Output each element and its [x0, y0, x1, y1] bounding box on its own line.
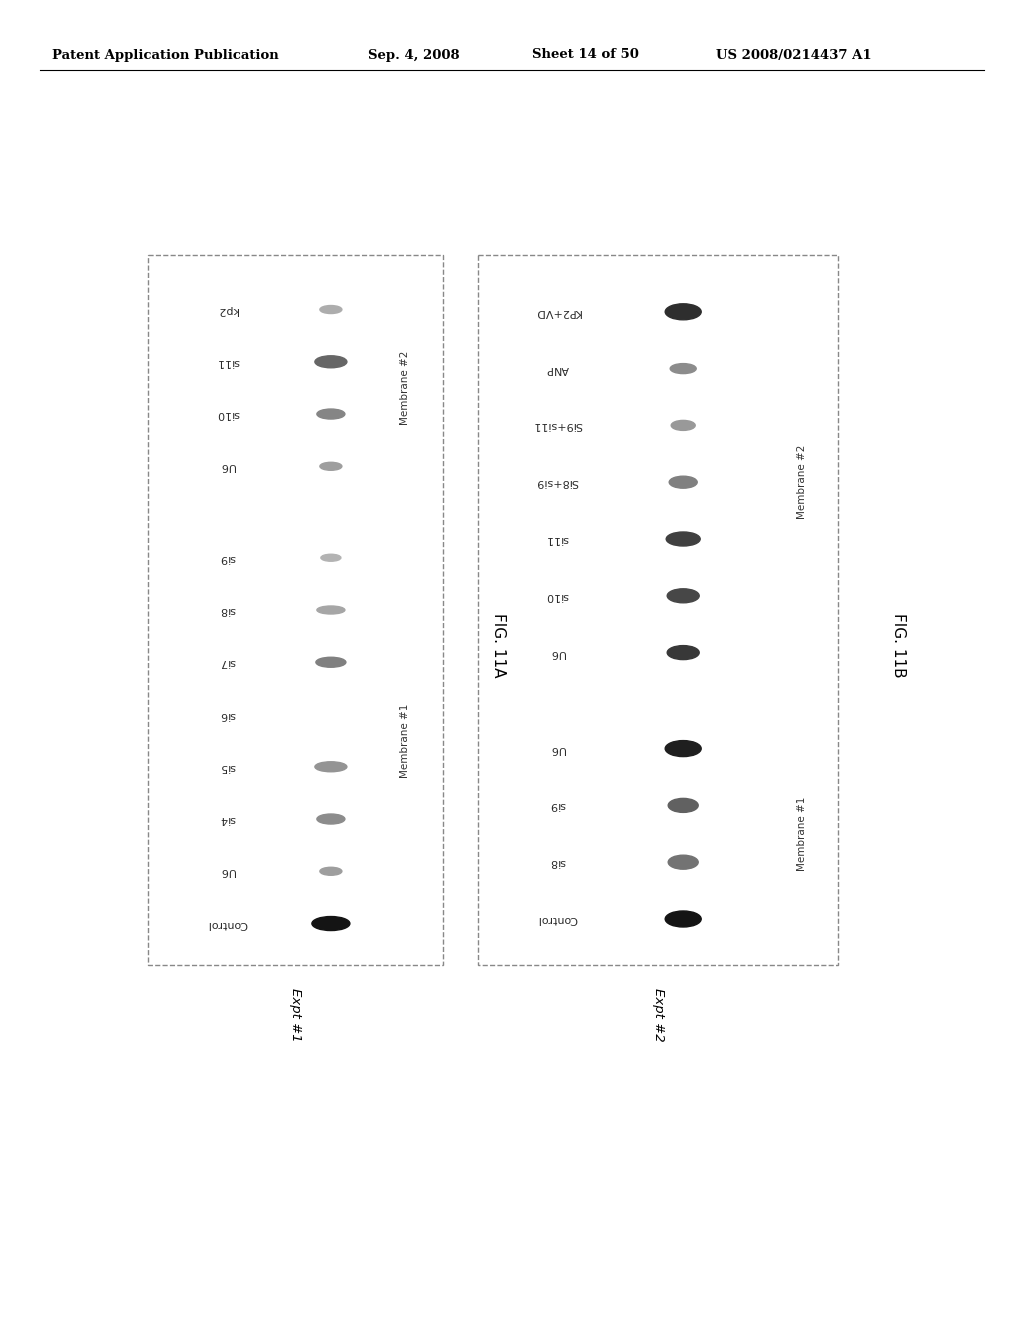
Text: US 2008/0214437 A1: US 2008/0214437 A1 — [716, 49, 871, 62]
Text: Sep. 4, 2008: Sep. 4, 2008 — [368, 49, 460, 62]
Text: si4: si4 — [220, 814, 236, 824]
Bar — [148, 255, 443, 965]
Ellipse shape — [319, 305, 342, 314]
Text: FIG. 11A: FIG. 11A — [490, 614, 506, 677]
Text: U6: U6 — [220, 461, 236, 471]
Text: Si8+si9: Si8+si9 — [536, 478, 579, 487]
Text: si11: si11 — [216, 356, 239, 367]
Ellipse shape — [319, 867, 342, 875]
Ellipse shape — [668, 645, 699, 660]
Text: kp2: kp2 — [217, 305, 238, 314]
Text: si10: si10 — [216, 409, 239, 418]
Text: Membrane #2: Membrane #2 — [797, 445, 807, 519]
Ellipse shape — [315, 657, 346, 667]
Ellipse shape — [312, 916, 350, 931]
Text: Patent Application Publication: Patent Application Publication — [52, 49, 279, 62]
Ellipse shape — [316, 409, 345, 418]
Text: Si9+si11: Si9+si11 — [532, 420, 582, 430]
Text: si9: si9 — [220, 553, 236, 562]
Text: si11: si11 — [546, 535, 568, 544]
Ellipse shape — [316, 814, 345, 824]
Text: ANP: ANP — [546, 363, 568, 374]
Ellipse shape — [669, 855, 698, 869]
Text: U6: U6 — [220, 866, 236, 876]
Text: Control: Control — [537, 913, 578, 924]
Text: Sheet 14 of 50: Sheet 14 of 50 — [532, 49, 639, 62]
Ellipse shape — [316, 606, 345, 614]
Text: si10: si10 — [546, 591, 568, 601]
Text: si5: si5 — [220, 762, 236, 772]
Ellipse shape — [667, 532, 700, 546]
Text: si7: si7 — [220, 657, 236, 667]
Text: Control: Control — [208, 919, 248, 928]
Ellipse shape — [668, 589, 699, 603]
Ellipse shape — [666, 911, 701, 927]
Text: Expt #2: Expt #2 — [651, 989, 665, 1041]
Ellipse shape — [669, 799, 698, 812]
Ellipse shape — [670, 363, 696, 374]
Text: si6: si6 — [220, 710, 236, 719]
Ellipse shape — [315, 356, 347, 368]
Text: Membrane #1: Membrane #1 — [797, 796, 807, 871]
Ellipse shape — [319, 462, 342, 470]
Text: Expt #1: Expt #1 — [289, 989, 302, 1041]
Ellipse shape — [666, 304, 701, 319]
Text: Membrane #1: Membrane #1 — [399, 704, 410, 777]
Text: U6: U6 — [550, 743, 565, 754]
Ellipse shape — [670, 477, 697, 488]
Ellipse shape — [315, 762, 347, 772]
Ellipse shape — [671, 420, 695, 430]
Text: si8: si8 — [549, 857, 565, 867]
Text: KP2+VD: KP2+VD — [534, 306, 581, 317]
Bar — [478, 255, 838, 965]
Text: U6: U6 — [550, 648, 565, 657]
Text: si8: si8 — [220, 605, 236, 615]
Text: si9: si9 — [549, 800, 565, 810]
Ellipse shape — [321, 554, 341, 561]
Text: Membrane #2: Membrane #2 — [399, 351, 410, 425]
Text: FIG. 11B: FIG. 11B — [891, 614, 905, 677]
Ellipse shape — [666, 741, 701, 756]
